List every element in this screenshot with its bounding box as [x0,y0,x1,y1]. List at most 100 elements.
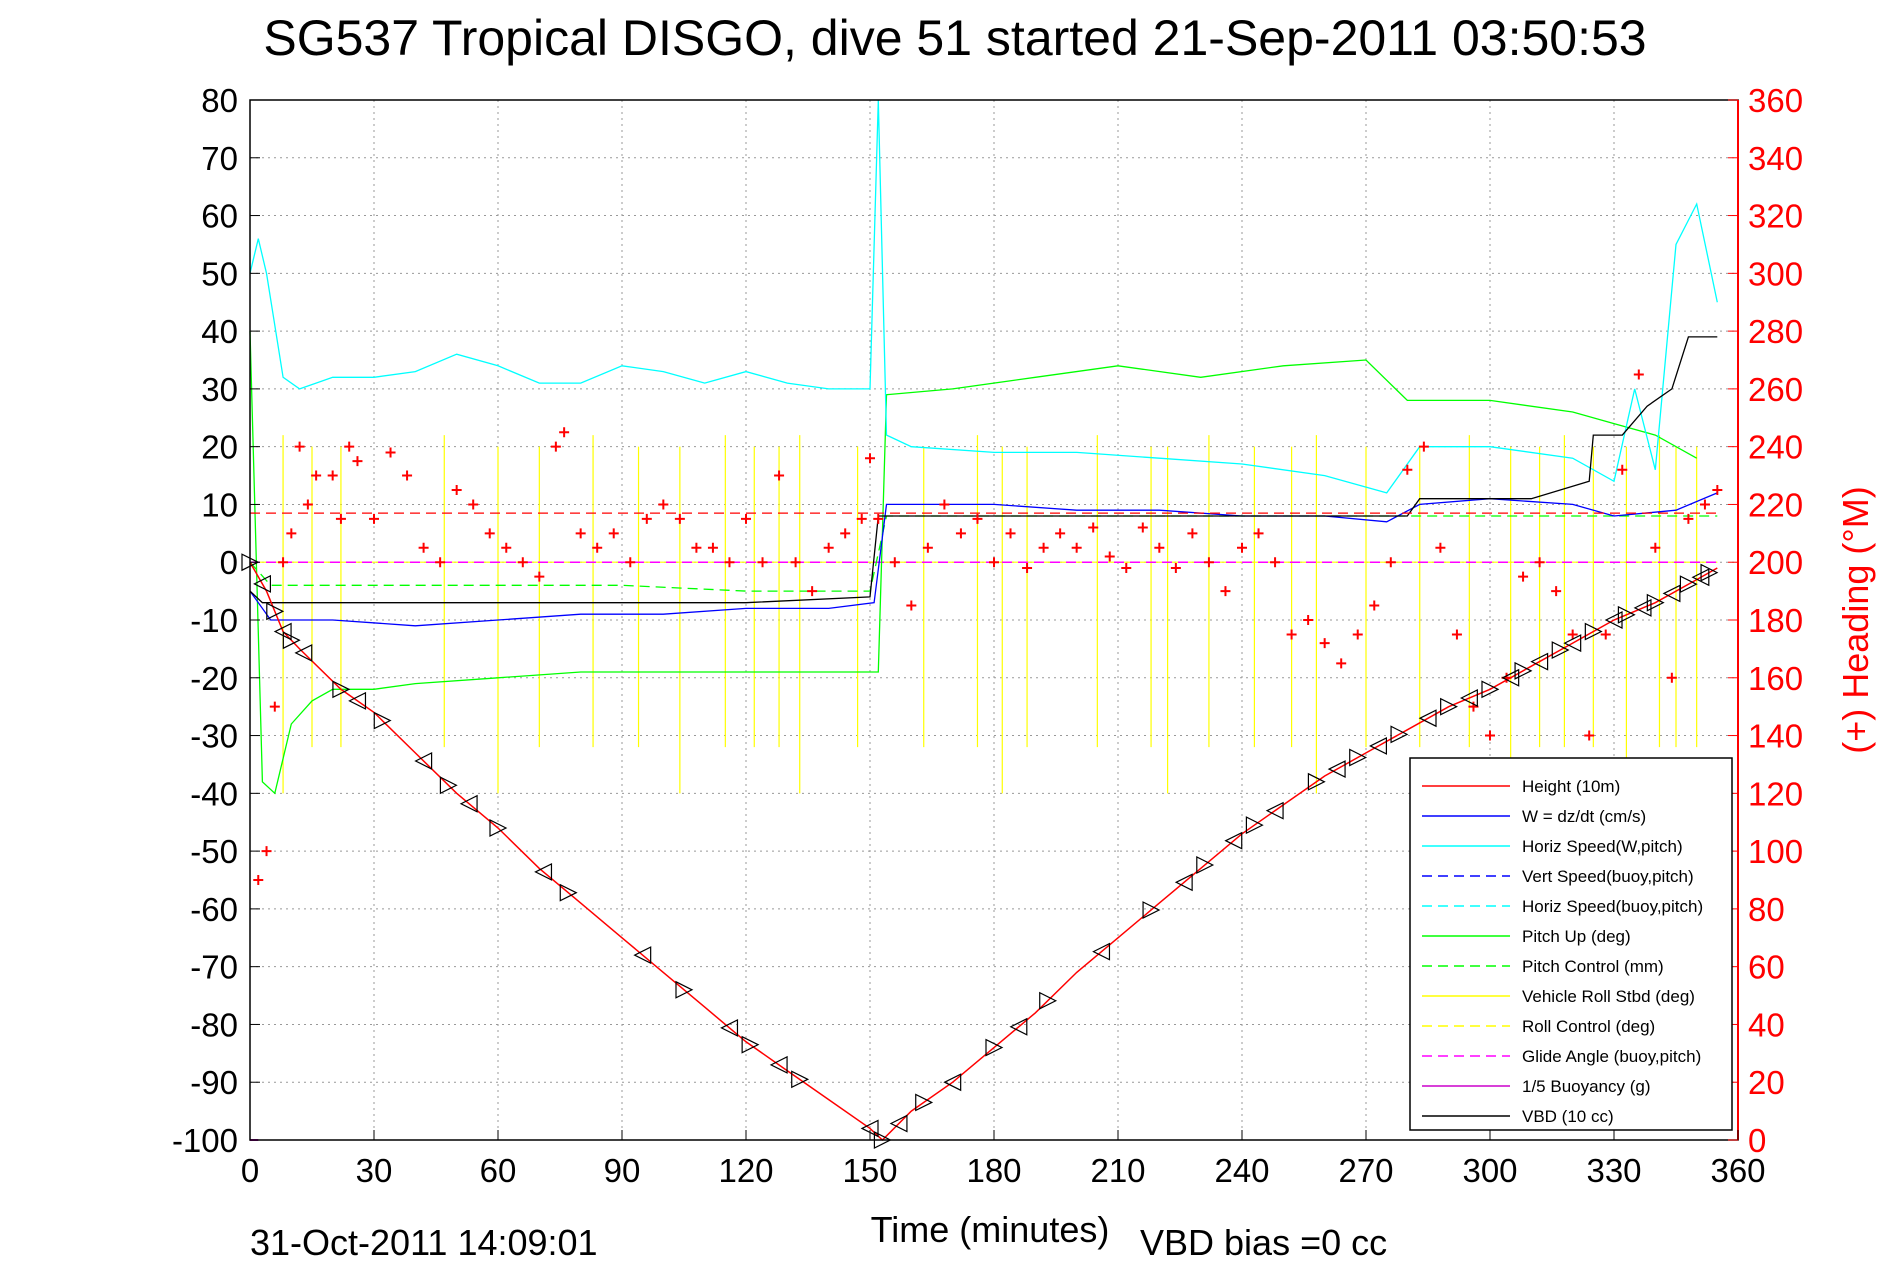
x-tick-label: 180 [966,1152,1021,1189]
x-tick-label: 120 [718,1152,773,1189]
left-tick-label: 10 [201,486,238,523]
heading-point [575,528,586,539]
right-tick-label: 80 [1748,891,1785,928]
x-axis-ticks: 0 30 60 90 120 150 180 210 240 270 300 330 360 [241,1130,1766,1189]
depth-marker [1633,598,1652,617]
left-tick-label: 40 [201,313,238,350]
heading-point [369,513,379,524]
legend: Height (10m) W = dz/dt (cm/s) Horiz Speed(… [1409,757,1733,1131]
heading-point [707,542,718,553]
heading-point [311,470,322,481]
depth-marker [633,946,652,965]
x-tick-label: 270 [1338,1152,1393,1189]
depth-marker [348,691,367,710]
left-tick-label: -60 [190,891,238,928]
heading-point [501,542,512,553]
heading-point [1699,499,1710,510]
depth-marker [253,574,271,593]
heading-point [1336,658,1347,669]
heading-point [278,557,289,568]
heading-point [873,513,884,524]
heading-point [1022,563,1033,573]
right-axis-label: (+) Heading (°M) [1835,486,1876,753]
depth-marker [1700,563,1719,582]
depth-marker [1563,634,1582,653]
heading-point [1567,629,1578,640]
heading-point [1286,629,1297,640]
height-line [249,561,1718,1142]
legend-entry-label: 1/5 Buoyancy (g) [1522,1077,1651,1096]
heading-point [1055,528,1066,539]
x-tick-label: 300 [1462,1152,1517,1189]
left-tick-label: -80 [190,1006,238,1043]
left-tick-label: -30 [190,718,238,755]
left-tick-label: 20 [201,429,238,466]
legend-entry-label: Pitch Control (mm) [1522,957,1664,976]
heading-point [1121,563,1132,573]
heading-point [955,528,966,539]
heading-point [1551,586,1562,597]
right-tick-label: 40 [1748,1006,1785,1043]
right-tick-label: 240 [1748,429,1803,466]
heading-point [1220,586,1231,597]
heading-point [691,542,702,553]
right-tick-label: 0 [1748,1122,1766,1159]
heading-point [889,557,900,568]
heading-point [1402,464,1413,475]
left-tick-label: -40 [190,775,238,812]
depth-marker [332,680,351,699]
x-axis-label: Time (minutes) [871,1209,1110,1250]
right-tick-label: 120 [1748,775,1803,812]
heading-point [1485,730,1495,741]
left-tick-label: 70 [201,140,238,177]
legend-entry-label: Roll Control (deg) [1522,1017,1655,1036]
x-tick-label: 0 [241,1152,259,1189]
heading-point [823,542,834,553]
depth-marker [985,1038,1004,1057]
heading-point [484,528,495,539]
left-tick-label: 60 [201,198,238,235]
heading-point [1451,629,1462,640]
heading-point [1617,464,1628,475]
heading-point [1253,528,1264,539]
depth-marker [1174,873,1193,892]
depth-marker [1092,942,1111,961]
heading-point [1418,441,1429,452]
left-tick-label: 80 [201,82,238,119]
depth-marker [769,1055,788,1074]
depth-marker [1196,856,1215,874]
legend-entry-label: Height (10m) [1522,777,1620,796]
legend-entry-label: Pitch Up (deg) [1522,927,1631,946]
depth-marker [1481,680,1500,699]
pitch-up-line [249,331,1698,795]
depth-marker [1369,736,1387,755]
heading-point [608,528,619,539]
left-tick-label: -20 [190,660,238,697]
heading-point [741,513,751,524]
depth-marker [1459,689,1478,707]
depth-marker [1009,1017,1028,1036]
heading-point [774,470,785,481]
depth-marker [943,1073,962,1092]
depth-marker [915,1093,934,1112]
heading-point [1385,557,1396,568]
heading-point [724,557,735,568]
right-tick-label: 20 [1748,1064,1785,1101]
heading-point [534,571,545,582]
heading-point [352,456,363,467]
legend-entry-label: Vert Speed(buoy,pitch) [1522,867,1694,886]
left-tick-label: -100 [172,1122,238,1159]
x-tick-label: 90 [604,1152,641,1189]
legend-box [1409,757,1733,1131]
depth-marker [1390,725,1409,744]
heading-point [840,528,851,539]
heading-point [989,557,999,568]
right-tick-label: 320 [1748,198,1803,235]
depth-marker [675,980,694,999]
right-tick-label: 100 [1748,833,1803,870]
heading-point [253,875,264,885]
depth-marker [1440,697,1459,716]
right-tick-label: 280 [1748,313,1803,350]
right-tick-label: 300 [1748,255,1803,292]
